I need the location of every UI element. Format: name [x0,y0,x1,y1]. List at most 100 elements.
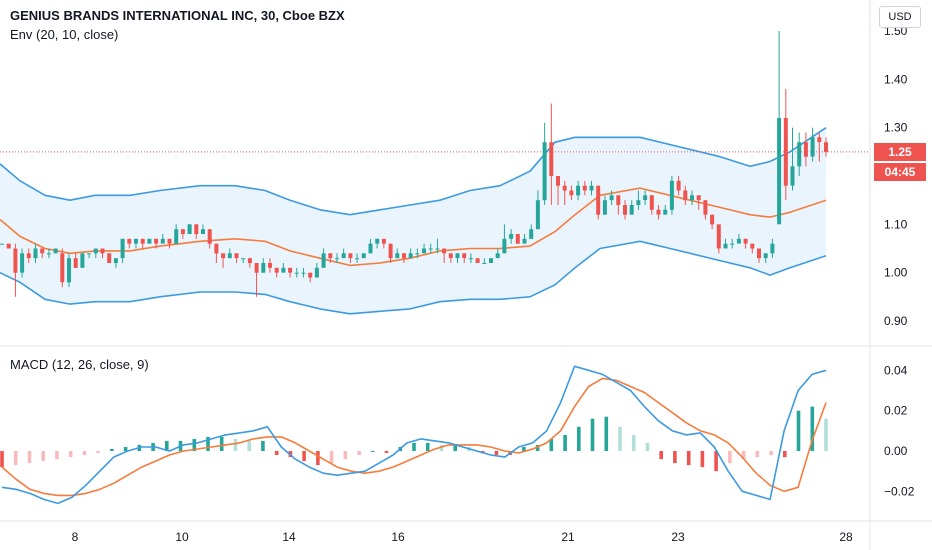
candle-body [207,229,212,244]
macd-indicator-label[interactable]: MACD (12, 26, close, 9) [10,357,149,372]
macd-histogram-bar [261,440,265,451]
candle-body [736,238,741,244]
macd-histogram-bar [302,451,306,462]
macd-histogram-bar [0,451,4,468]
macd-histogram-bar [769,451,773,455]
macd-tick-label: 0.04 [884,363,908,377]
macd-histogram-bar [796,410,801,451]
price-tick-label: 1.40 [884,72,908,86]
candle-body [810,137,815,157]
candle-body [415,253,420,255]
candle-body [33,248,38,259]
macd-histogram-bar [659,451,663,460]
candle-body [395,253,400,259]
candle-body [643,195,648,201]
candle-body [515,234,520,244]
macd-histogram-bar [274,451,279,455]
macd-tick-label: 0.00 [884,444,908,458]
macd-histogram-bar [810,406,815,451]
candle-body [817,137,822,143]
candle-body [127,238,132,244]
candle-body [623,205,627,215]
candle-body [763,253,768,259]
candle-body [402,253,406,259]
macd-histogram-bar [700,451,705,468]
candle-body [757,248,761,259]
candle-body [750,243,755,249]
candle-body [274,267,279,273]
envelope-indicator-label[interactable]: Env (20, 10, close) [10,27,119,42]
candle-body [154,238,159,244]
macd-histogram-bar [233,438,238,451]
candle-body [174,229,179,244]
candle-body [569,190,574,196]
candle-body [361,253,366,259]
candle-body [770,243,775,254]
candle-body [268,263,272,268]
price-tick-label: 1.30 [884,121,908,135]
candle-body [408,253,413,259]
candle-body [241,258,246,260]
macd-histogram-bar [371,451,375,452]
time-tick-label: 23 [671,530,685,544]
candle-body [489,258,493,263]
macd-histogram-bar [824,418,828,451]
candle-body [602,200,607,215]
candle-body [783,118,788,186]
macd-histogram-bar [27,451,32,464]
candle-body [509,234,514,239]
candle-body [13,248,18,273]
price-tick-label: 1.00 [884,266,908,280]
candle-body [582,185,587,191]
macd-histogram-bar [686,451,691,466]
macd-histogram-bar [165,440,169,451]
currency-button[interactable]: USD [879,6,921,28]
macd-histogram-bar [96,451,100,453]
candle-body [194,224,199,234]
macd-histogram-bar [439,444,444,451]
candle-body [60,253,65,283]
macd-histogram-bar [618,426,622,451]
candle-body [221,253,226,259]
macd-histogram-bar [728,451,732,464]
macd-line [1,365,827,505]
candle-body [87,253,92,255]
macd-histogram-bar [549,438,554,451]
candle-body [616,195,621,205]
time-tick-label: 21 [561,530,575,544]
candle-body [368,243,373,254]
candle-body [381,238,386,244]
candle-body [348,253,353,259]
candle-body [53,248,58,254]
candle-body [475,258,480,263]
candle-body [690,195,694,201]
candle-body [375,238,380,244]
time-tick-label: 16 [391,530,405,544]
macd-histogram-bar [563,434,567,451]
macd-histogram-bar [123,447,128,451]
candle-body [462,253,467,259]
candle-body [696,195,701,201]
candle-body [803,142,808,157]
macd-histogram-bar [741,451,746,460]
candle-body [549,142,554,176]
candle-body [301,272,306,274]
macd-histogram-bar [206,436,210,451]
candle-body [261,263,266,273]
price-tick-label: 0.90 [884,314,908,328]
candle-body [180,229,185,234]
macd-histogram-bar [13,451,18,466]
price-tick-label: 1.10 [884,217,908,231]
candle-body [20,253,25,273]
candle-body [214,243,219,254]
candle-body [428,248,433,250]
signal-line [1,377,827,497]
macd-histogram-bar [522,447,526,451]
candle-body [522,238,527,244]
macd-histogram-bar [412,442,416,451]
macd-tick-label: 0.02 [884,404,908,418]
macd-histogram-bar [755,451,760,458]
macd-histogram-bar [343,451,348,460]
candle-body [710,214,715,225]
